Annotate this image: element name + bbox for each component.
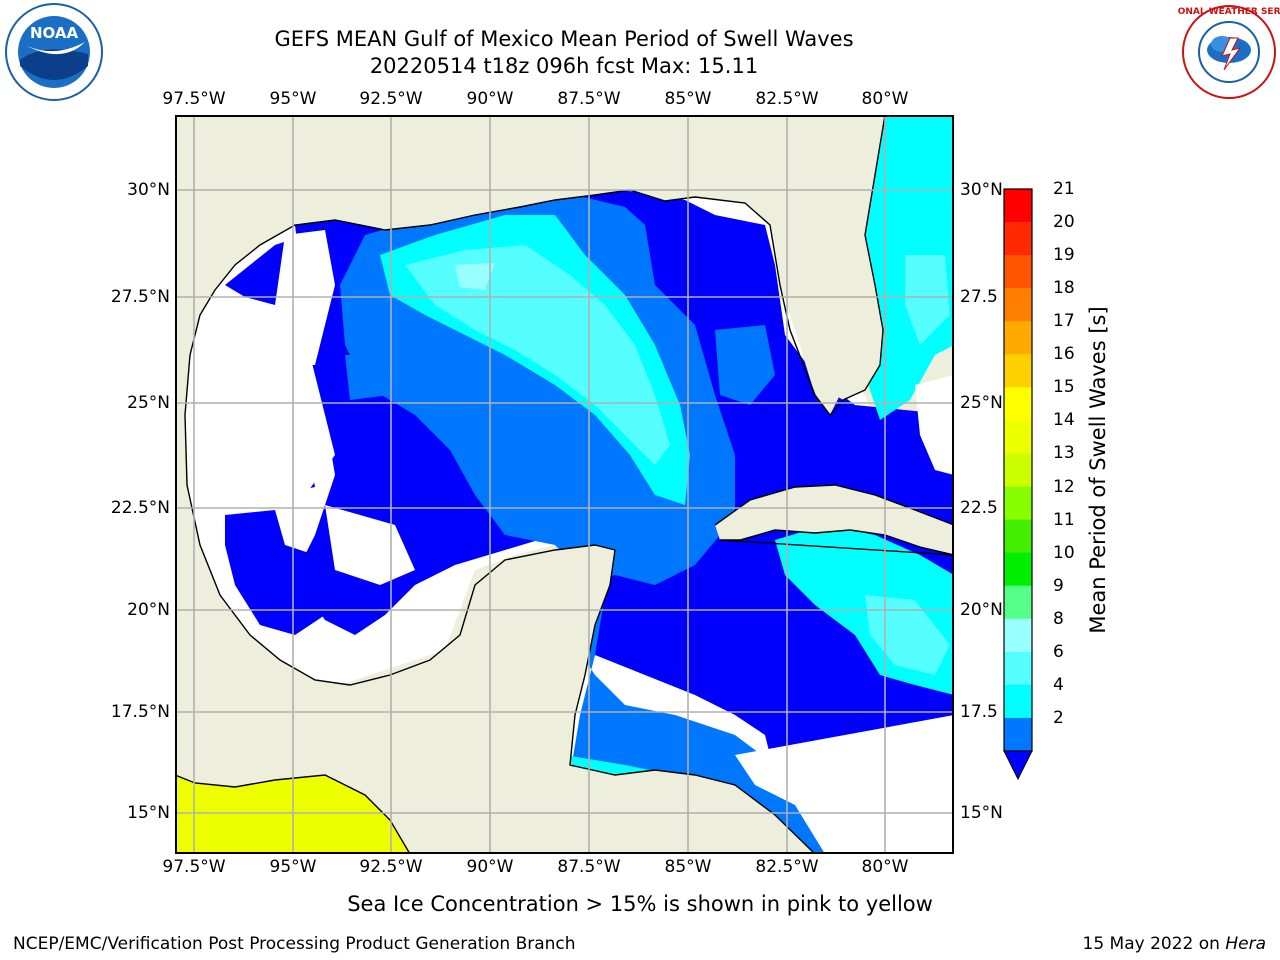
lon-tick-bottom: 80°W bbox=[861, 857, 909, 877]
colorbar-tick-label: 18 bbox=[1053, 278, 1075, 299]
swell-4-6-region bbox=[340, 195, 840, 854]
lon-tick-top: 87.5°W bbox=[557, 89, 621, 109]
lat-tick-left: 22.5°N bbox=[110, 498, 170, 518]
swell-4-6-patch2 bbox=[345, 355, 390, 400]
lat-tick-right: 25°N bbox=[960, 393, 1003, 413]
colorbar-tick-label: 16 bbox=[1053, 344, 1075, 365]
lon-tick-bottom: 82.5°W bbox=[755, 857, 819, 877]
no-data-west3 bbox=[325, 505, 415, 585]
lat-tick-left: 15°N bbox=[127, 803, 170, 823]
lon-tick-bottom: 97.5°W bbox=[162, 857, 226, 877]
lat-tick-left: 30°N bbox=[127, 180, 170, 200]
swell-8-9-core bbox=[455, 263, 495, 290]
colorbar-segment bbox=[1004, 453, 1032, 488]
gridlines bbox=[175, 115, 954, 854]
no-data-south bbox=[735, 715, 954, 854]
colorbar-segment bbox=[1004, 585, 1032, 620]
lon-tick-bottom: 85°W bbox=[664, 857, 712, 877]
colorbar-segment bbox=[1004, 222, 1032, 256]
chart-title-line1: GEFS MEAN Gulf of Mexico Mean Period of … bbox=[274, 27, 854, 51]
lon-tick-top: 97.5°W bbox=[162, 89, 226, 109]
colorbar bbox=[1003, 188, 1033, 781]
central-america bbox=[565, 765, 815, 854]
colorbar-tick-label: 17 bbox=[1053, 311, 1075, 332]
noaa-logo-icon: NOAA bbox=[5, 3, 103, 101]
colorbar-segment bbox=[1004, 651, 1032, 686]
lat-tick-right: 27.5 bbox=[960, 287, 998, 307]
colorbar-segment bbox=[1004, 618, 1032, 653]
sea-ice-note: Sea Ice Concentration > 15% is shown in … bbox=[347, 892, 933, 916]
chart-title-line2: 20220514 t18z 096h fcst Max: 15.11 bbox=[369, 54, 759, 78]
colorbar-tick-label: 12 bbox=[1053, 476, 1075, 497]
swell-8-9-caribbean bbox=[865, 595, 950, 675]
colorbar-tick-label: 6 bbox=[1053, 641, 1064, 662]
lat-tick-right: 20°N bbox=[960, 600, 1003, 620]
swell-8-9-east bbox=[905, 255, 950, 345]
lon-tick-bottom: 87.5°W bbox=[557, 857, 621, 877]
lon-tick-bottom: 90°W bbox=[466, 857, 514, 877]
colorbar-segment bbox=[1004, 288, 1032, 322]
footer-machine: Hera bbox=[1225, 934, 1266, 954]
colorbar-tick-label: 11 bbox=[1053, 509, 1075, 530]
florida-peninsula bbox=[780, 115, 885, 400]
svg-text:NATIONAL WEATHER SERVICE: NATIONAL WEATHER SERVICE bbox=[1178, 7, 1280, 17]
colorbar-segment bbox=[1004, 387, 1032, 421]
colorbar-tick-label: 15 bbox=[1053, 377, 1075, 398]
svg-text:NOAA: NOAA bbox=[30, 24, 79, 42]
nws-logo-icon: NATIONAL WEATHER SERVICE bbox=[1178, 5, 1280, 99]
lon-tick-top: 95°W bbox=[269, 89, 317, 109]
colorbar-tick-label: 14 bbox=[1053, 410, 1075, 431]
colorbar-tick-label: 8 bbox=[1053, 608, 1064, 629]
lat-tick-left: 27.5°N bbox=[110, 287, 170, 307]
colorbar-segment bbox=[1004, 552, 1032, 587]
swell-8-9-region bbox=[405, 245, 670, 465]
colorbar-segment bbox=[1004, 189, 1032, 223]
swell-2-4-west-patch bbox=[225, 510, 325, 635]
lat-tick-right: 17.5 bbox=[960, 702, 998, 722]
lon-tick-bottom: 92.5°W bbox=[359, 857, 423, 877]
colorbar-tick-label: 21 bbox=[1053, 179, 1075, 199]
no-data-florida-strait bbox=[915, 375, 954, 475]
lat-tick-right: 22.5 bbox=[960, 498, 998, 518]
colorbar-segment bbox=[1004, 486, 1032, 521]
colorbar-tick-label: 19 bbox=[1053, 245, 1075, 266]
lat-tick-right: 15°N bbox=[960, 803, 1003, 823]
colorbar-segment bbox=[1004, 354, 1032, 388]
colorbar-tick-label: 20 bbox=[1053, 212, 1075, 233]
mexico-west-coast bbox=[175, 415, 615, 854]
colorbar-segment bbox=[1004, 519, 1032, 554]
lon-tick-bottom: 95°W bbox=[269, 857, 317, 877]
footer-credit: NCEP/EMC/Verification Post Processing Pr… bbox=[13, 934, 576, 954]
lat-tick-right: 30°N bbox=[960, 180, 1003, 200]
lon-tick-top: 92.5°W bbox=[359, 89, 423, 109]
colorbar-extend-triangle bbox=[1003, 750, 1033, 781]
lon-tick-top: 80°W bbox=[861, 89, 909, 109]
swell-4-6-patch bbox=[715, 325, 775, 405]
colorbar-title: Mean Period of Swell Waves [s] bbox=[1086, 306, 1110, 634]
colorbar-tick-label: 10 bbox=[1053, 542, 1075, 563]
colorbar-segment bbox=[1004, 684, 1032, 719]
lon-tick-top: 90°W bbox=[466, 89, 514, 109]
colorbar-segment bbox=[1004, 255, 1032, 289]
footer-date: 15 May 2022 on Hera bbox=[1083, 934, 1267, 954]
colorbar-tick-label: 13 bbox=[1053, 443, 1075, 464]
colorbar-frame bbox=[1003, 188, 1033, 752]
lat-tick-left: 20°N bbox=[127, 600, 170, 620]
colorbar-segment bbox=[1004, 717, 1032, 752]
map-frame bbox=[175, 115, 954, 854]
colorbar-segment bbox=[1004, 420, 1032, 454]
coastline bbox=[175, 115, 954, 854]
lat-tick-left: 25°N bbox=[127, 393, 170, 413]
no-data-west bbox=[195, 395, 335, 495]
gulf-map bbox=[175, 115, 954, 854]
lat-tick-left: 17.5°N bbox=[110, 702, 170, 722]
colorbar-tick-label: 2 bbox=[1053, 707, 1064, 728]
colorbar-segment bbox=[1004, 321, 1032, 355]
colorbar-tick-label: 9 bbox=[1053, 575, 1064, 596]
lon-tick-top: 82.5°W bbox=[755, 89, 819, 109]
colorbar-tick-label: 4 bbox=[1053, 674, 1064, 695]
lon-tick-top: 85°W bbox=[664, 89, 712, 109]
footer-date-text: 15 May 2022 on bbox=[1082, 934, 1226, 954]
